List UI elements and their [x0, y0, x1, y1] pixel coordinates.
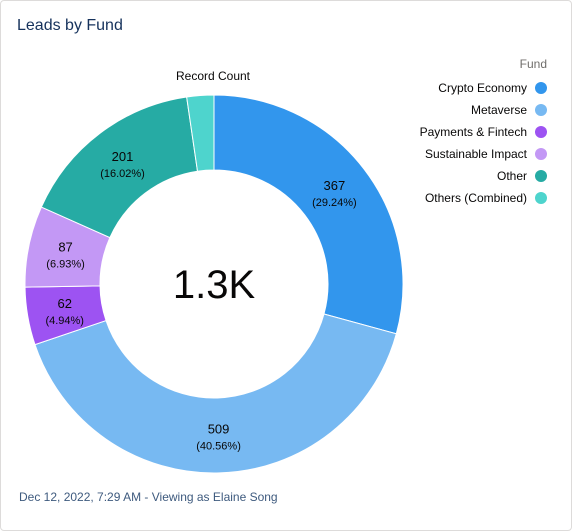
legend-label: Payments & Fintech — [419, 125, 527, 139]
slice-value-label: 367 — [324, 178, 346, 193]
slice-value-label: 62 — [57, 296, 71, 311]
donut-slice-crypto-economy[interactable] — [213, 94, 404, 335]
slice-percent-label: (40.56%) — [196, 440, 241, 452]
donut-slice-metaverse[interactable] — [34, 313, 397, 474]
donut-slice-others-combined-[interactable] — [186, 94, 215, 172]
legend: Fund Crypto Economy Metaverse Payments & F… — [377, 57, 547, 209]
slice-percent-label: (6.93%) — [46, 259, 85, 271]
slice-value-label: 509 — [208, 421, 230, 436]
center-total: 1.3K — [173, 263, 256, 307]
legend-item-payments-fintech[interactable]: Payments & Fintech — [377, 121, 547, 143]
legend-title: Fund — [519, 57, 547, 71]
legend-item-other[interactable]: Other — [377, 165, 547, 187]
legend-label: Others (Combined) — [424, 191, 527, 205]
legend-swatch — [535, 82, 547, 94]
legend-label: Other — [496, 169, 527, 183]
legend-swatch — [535, 126, 547, 138]
legend-swatch — [535, 148, 547, 160]
legend-item-others-combined-[interactable]: Others (Combined) — [377, 187, 547, 209]
slice-value-label: 87 — [58, 240, 72, 255]
legend-label: Metaverse — [470, 103, 527, 117]
chart-title: Leads by Fund — [17, 17, 123, 34]
legend-swatch — [535, 104, 547, 116]
slice-percent-label: (29.24%) — [312, 197, 357, 209]
legend-swatch — [535, 192, 547, 204]
slice-percent-label: (16.02%) — [100, 168, 145, 180]
legend-label: Crypto Economy — [438, 81, 527, 95]
slice-value-label: 201 — [112, 149, 134, 164]
legend-item-crypto-economy[interactable]: Crypto Economy — [377, 77, 547, 99]
footer-timestamp: Dec 12, 2022, 7:29 AM - Viewing as Elain… — [19, 490, 278, 504]
legend-swatch — [535, 170, 547, 182]
slice-percent-label: (4.94%) — [45, 315, 84, 327]
legend-item-sustainable-impact[interactable]: Sustainable Impact — [377, 143, 547, 165]
legend-item-metaverse[interactable]: Metaverse — [377, 99, 547, 121]
measure-label: Record Count — [175, 69, 251, 83]
legend-label: Sustainable Impact — [424, 147, 527, 161]
